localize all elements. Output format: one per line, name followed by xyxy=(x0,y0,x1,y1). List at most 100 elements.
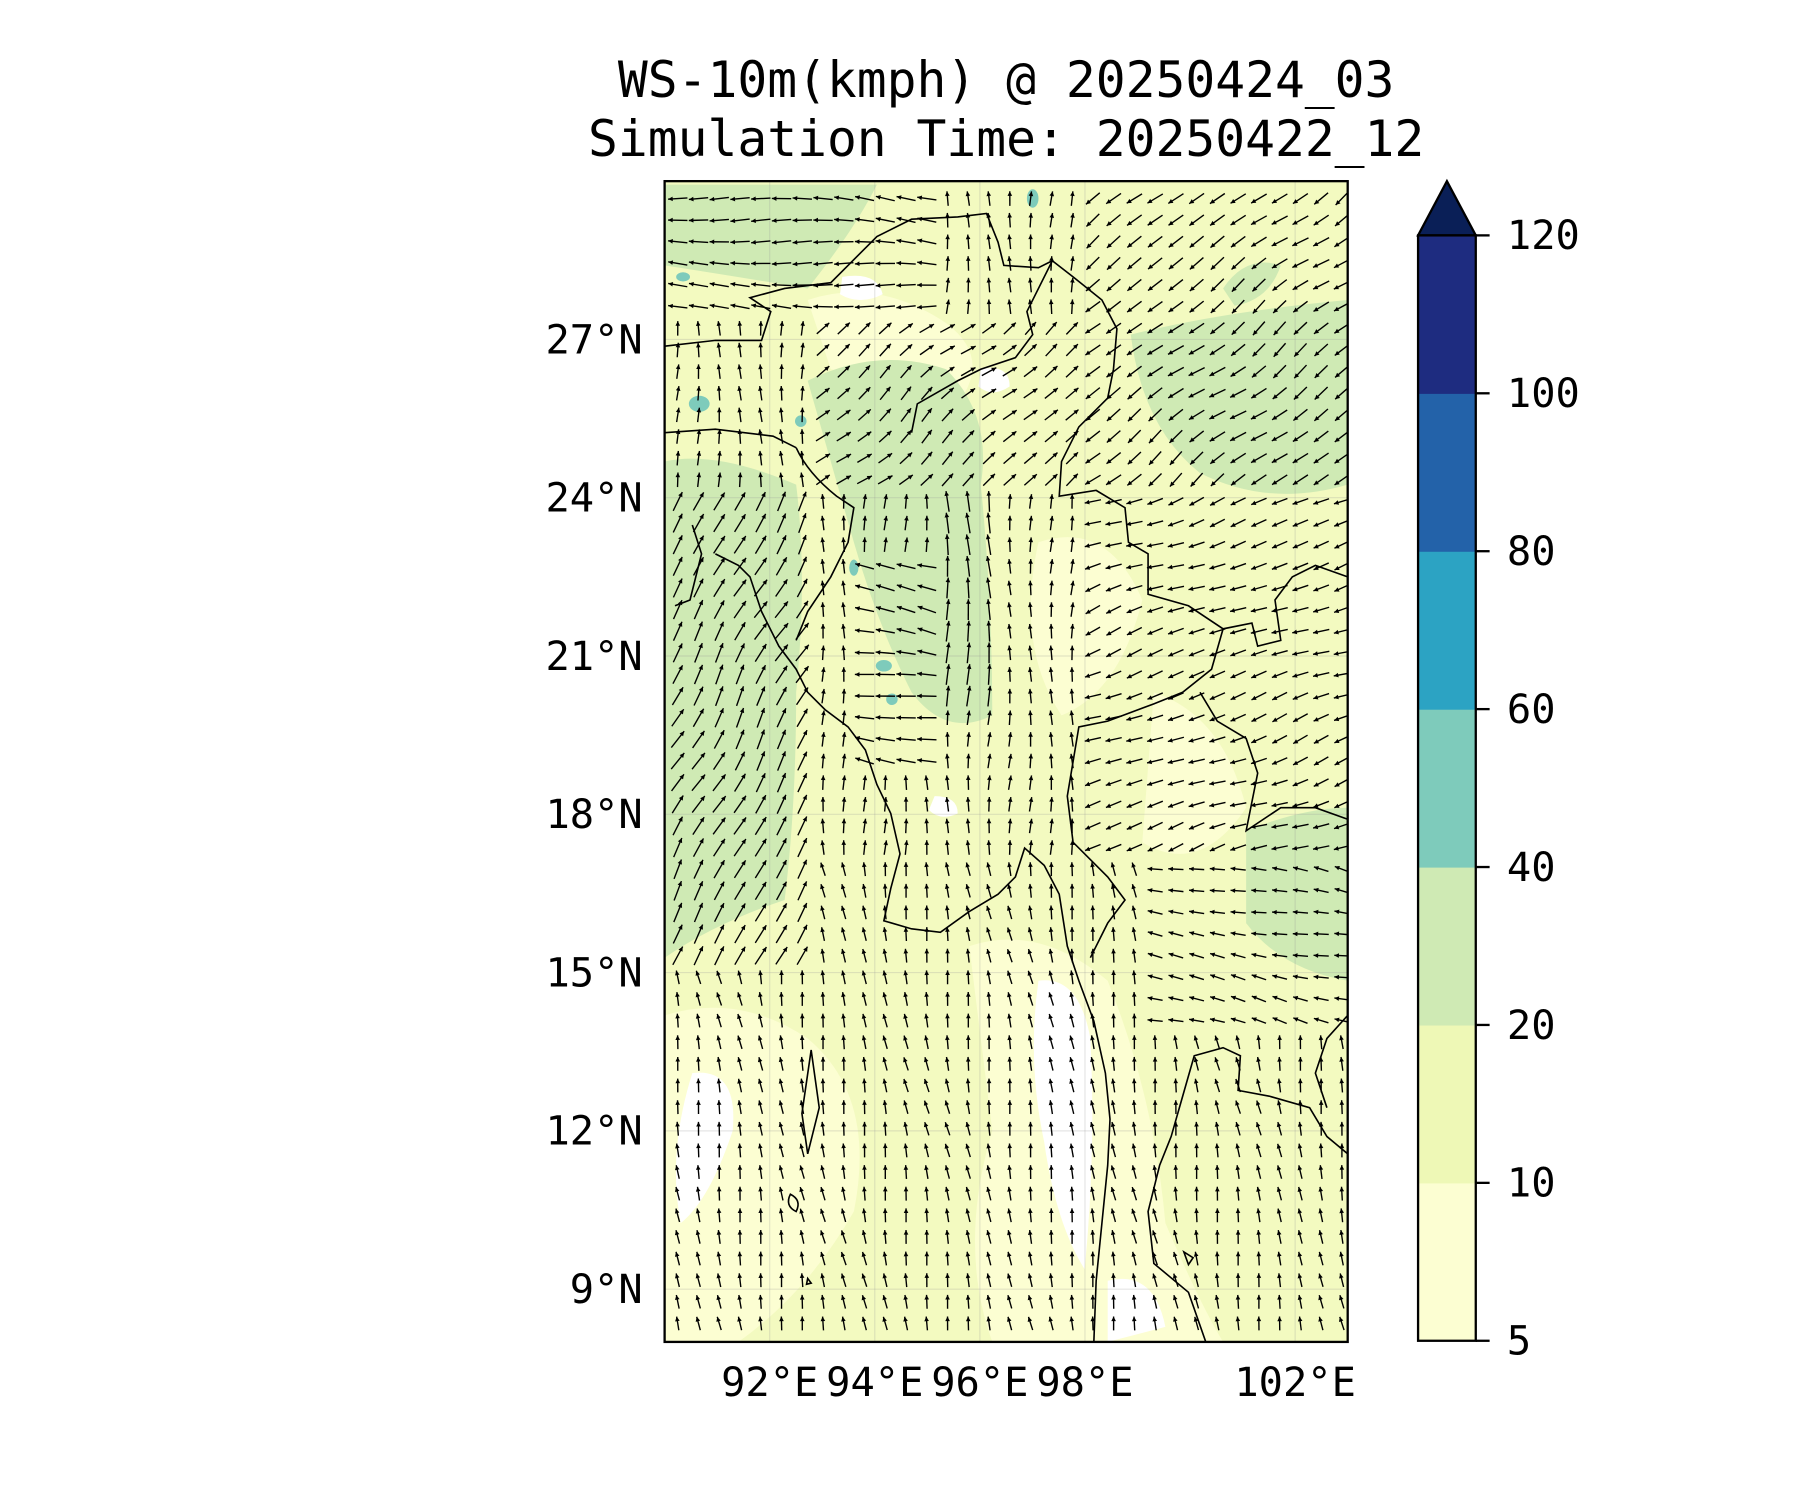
wind-arrow xyxy=(903,1100,909,1114)
wind-arrow xyxy=(1048,1121,1054,1136)
wind-arrow xyxy=(903,883,909,898)
wind-arrow xyxy=(675,1316,680,1331)
colorbar-tick-label: 80 xyxy=(1507,528,1556,575)
wind-arrow xyxy=(945,234,950,250)
wind-arrow xyxy=(1023,409,1038,421)
wind-arrow xyxy=(778,1121,784,1136)
wind-arrow xyxy=(1131,1121,1137,1136)
wind-arrow xyxy=(1339,1035,1344,1050)
wind-arrow xyxy=(986,905,992,920)
wind-arrow xyxy=(939,323,956,333)
wind-arrow xyxy=(1105,498,1122,505)
chart-subtitle: Simulation Time: 20250422_12 xyxy=(588,110,1424,168)
wind-arrow xyxy=(820,1121,826,1136)
wind-arrow xyxy=(841,775,847,790)
wind-arrow xyxy=(756,707,766,728)
wind-arrow xyxy=(1277,1294,1282,1309)
wind-arrow xyxy=(1314,386,1329,401)
wind-arrow xyxy=(758,450,763,466)
wind-arrow xyxy=(1230,844,1247,851)
wind-arrow xyxy=(756,686,766,706)
wind-arrow xyxy=(841,645,846,661)
wind-arrow xyxy=(986,1316,992,1331)
wind-arrow xyxy=(1028,277,1033,293)
wind-arrow xyxy=(896,693,916,699)
wind-arrow xyxy=(1085,408,1101,422)
wind-arrow xyxy=(799,1035,805,1050)
wind-arrow xyxy=(1251,691,1267,701)
wind-arrow xyxy=(1028,559,1033,574)
wind-arrow xyxy=(1110,1165,1117,1179)
wind-arrow xyxy=(921,429,933,444)
wind-arrow xyxy=(1292,300,1308,313)
wind-arrow xyxy=(716,385,722,401)
wind-arrow xyxy=(1229,802,1247,808)
wind-arrow xyxy=(966,599,971,620)
wind-arrow xyxy=(1027,927,1033,941)
wind-arrow xyxy=(696,1143,701,1158)
wind-arrow xyxy=(945,1273,950,1288)
wind-arrow xyxy=(799,1294,805,1309)
wind-arrow xyxy=(854,239,875,244)
wind-arrow xyxy=(986,1208,992,1223)
wind-arrow xyxy=(754,946,768,965)
wind-arrow xyxy=(820,623,826,639)
wind-arrow xyxy=(1048,905,1054,920)
wind-arrow xyxy=(1049,494,1054,509)
wind-arrow xyxy=(734,621,746,641)
wind-arrow xyxy=(1318,1165,1324,1179)
wind-arrow xyxy=(713,881,725,901)
wind-arrow xyxy=(1002,344,1017,356)
wind-arrow xyxy=(903,1208,909,1223)
wind-arrow xyxy=(966,620,971,642)
wind-arrow xyxy=(737,1273,743,1288)
wind-arrow xyxy=(1152,1230,1159,1244)
wind-arrow xyxy=(672,664,684,685)
wind-arrow xyxy=(882,1251,888,1266)
wind-arrow xyxy=(1147,627,1164,636)
wind-arrow xyxy=(1271,193,1288,204)
wind-arrow xyxy=(1126,736,1143,743)
wind-arrow xyxy=(1007,559,1012,574)
wind-arrow xyxy=(757,1100,764,1115)
wind-arrow xyxy=(733,535,747,554)
wind-arrow xyxy=(986,818,992,834)
wind-arrow xyxy=(1147,366,1164,378)
wind-arrow xyxy=(695,1013,701,1028)
wind-arrow xyxy=(1251,713,1267,723)
wind-arrow xyxy=(882,948,888,963)
wind-arrow xyxy=(1209,496,1226,506)
wind-arrow xyxy=(1313,974,1329,980)
wind-arrow xyxy=(709,281,729,288)
wind-arrow xyxy=(1272,931,1288,937)
wind-arrow xyxy=(986,1230,992,1244)
wind-arrow xyxy=(673,837,683,858)
wind-arrow xyxy=(939,345,956,355)
wind-arrow xyxy=(981,409,997,421)
wind-arrow xyxy=(962,473,975,487)
wind-arrow xyxy=(754,859,767,879)
wind-arrow xyxy=(986,883,992,898)
wind-arrow xyxy=(693,859,704,879)
wind-arrow xyxy=(670,730,685,748)
wind-arrow xyxy=(716,970,723,985)
wind-arrow xyxy=(813,304,833,309)
wind-arrow xyxy=(1090,1078,1096,1093)
wind-arrow xyxy=(1090,927,1096,941)
wind-arrow xyxy=(841,1100,847,1115)
wind-arrow xyxy=(1229,758,1247,765)
wind-arrow xyxy=(986,491,992,512)
wind-arrow xyxy=(696,364,701,379)
wind-arrow xyxy=(986,992,992,1006)
wind-arrow xyxy=(1048,1294,1054,1309)
wind-arrow xyxy=(1235,1294,1241,1309)
wind-arrow xyxy=(1210,256,1225,271)
wind-arrow xyxy=(1209,563,1226,570)
y-tick-label: 12°N xyxy=(545,1108,642,1155)
wind-arrow xyxy=(1131,1294,1137,1309)
wind-arrow xyxy=(986,1143,991,1158)
wind-arrow xyxy=(1194,1165,1199,1179)
wind-arrow xyxy=(1230,497,1246,506)
wind-arrow xyxy=(1028,818,1034,834)
wind-arrow xyxy=(1028,1208,1033,1223)
